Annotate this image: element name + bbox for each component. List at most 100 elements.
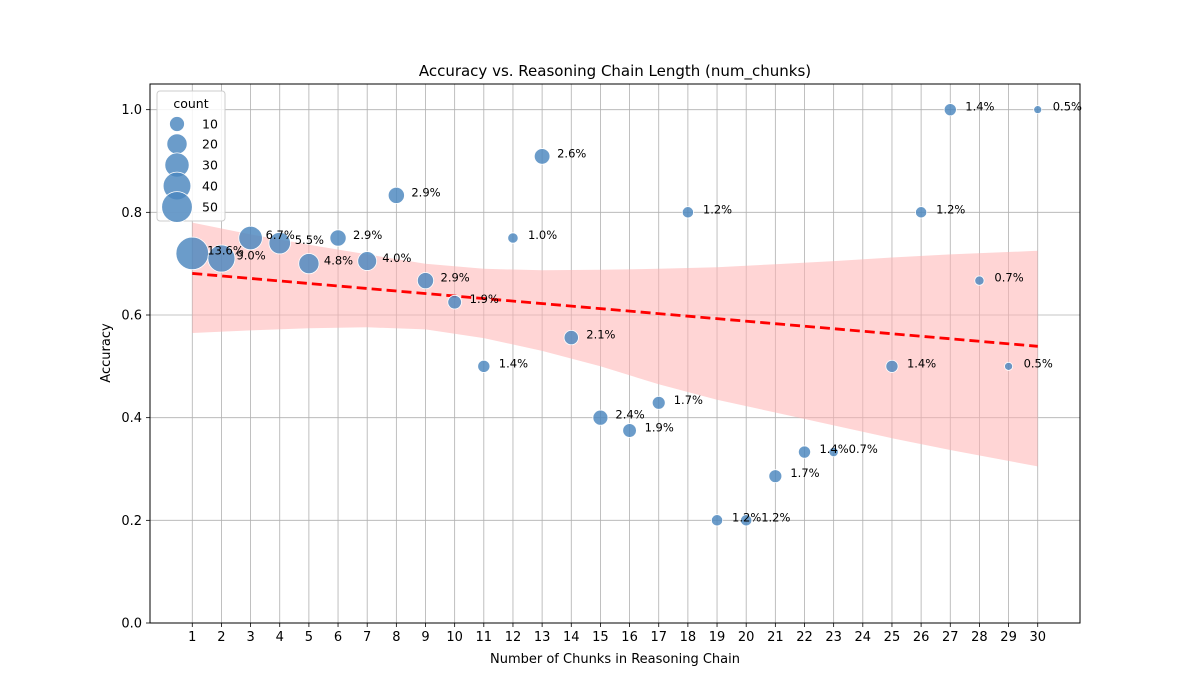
x-tick-label: 14 [563, 630, 580, 645]
legend: count 10 20 30 40 50 [156, 90, 226, 223]
x-tick-label: 12 [505, 630, 522, 645]
data-point [477, 359, 491, 373]
y-tick-label: 0.2 [121, 514, 142, 529]
data-point-label: 2.9% [353, 228, 382, 242]
data-point [207, 244, 236, 273]
data-point [943, 103, 957, 117]
x-axis-ticks: 1 2 3 4 5 6 7 8 9 10 11 12 13 14 15 16 17 18 19 20 21 22 23 24 2… [188, 623, 1046, 645]
data-point [681, 206, 694, 219]
x-tick-label: 23 [825, 630, 842, 645]
data-point [387, 186, 405, 204]
data-point-label: 1.2% [732, 510, 761, 524]
trend-dashed-line [192, 272, 1038, 348]
x-tick-label: 15 [592, 630, 609, 645]
x-tick-label: 8 [392, 630, 400, 645]
data-point-label: 2.9% [441, 271, 470, 285]
data-point [298, 253, 320, 275]
data-point-label: 0.5% [1053, 100, 1082, 114]
legend-entry-label: 20 [202, 137, 218, 152]
data-point [1004, 361, 1014, 371]
x-tick-label: 19 [709, 630, 726, 645]
legend-marker [166, 133, 188, 155]
x-tick-label: 16 [621, 630, 638, 645]
data-point-label: 0.7% [994, 271, 1023, 285]
x-tick-label: 24 [855, 630, 872, 645]
data-point [768, 469, 783, 484]
data-point-label: 6.7% [266, 228, 295, 242]
data-point-label: 1.0% [528, 228, 557, 242]
point-labels: 13.6%9.0%6.7% 5.5%4.8%2.9%4.0%2.9%2.9%1.9… [207, 100, 1082, 525]
x-tick-label: 4 [276, 630, 284, 645]
data-point [416, 272, 435, 290]
data-point-label: 0.7% [849, 442, 878, 456]
legend-marker [169, 116, 185, 132]
data-point [447, 294, 462, 310]
y-tick-label: 1.0 [121, 103, 142, 118]
data-point [357, 251, 378, 271]
data-point-label: 1.7% [674, 393, 703, 407]
data-point-label: 2.9% [411, 185, 440, 199]
x-tick-label: 27 [942, 630, 959, 645]
x-tick-label: 7 [363, 630, 371, 645]
y-tick-label: 0.0 [121, 617, 142, 632]
x-tick-label: 25 [884, 630, 901, 645]
x-tick-label: 30 [1029, 630, 1046, 645]
legend-entry-label: 30 [202, 158, 218, 173]
data-point-label: 1.2% [703, 202, 732, 216]
data-point [651, 395, 666, 410]
confidence-band [192, 222, 1038, 467]
x-tick-label: 21 [767, 630, 784, 645]
x-tick-label: 29 [1000, 630, 1017, 645]
data-point-label: 1.4% [965, 100, 994, 114]
data-point [710, 514, 724, 527]
data-point [974, 275, 985, 286]
y-tick-label: 0.4 [121, 411, 142, 426]
data-point-label: 5.5% [295, 233, 324, 247]
chart-title: Accuracy vs. Reasoning Chain Length (num… [419, 62, 811, 81]
x-tick-label: 5 [305, 630, 313, 645]
x-tick-label: 22 [796, 630, 813, 645]
x-tick-label: 26 [913, 630, 930, 645]
y-axis-ticks: 0.0 0.2 0.4 0.6 0.8 1.0 [121, 103, 150, 632]
data-point [507, 232, 519, 244]
data-point-label: 1.4% [819, 442, 848, 456]
x-tick-label: 10 [446, 630, 463, 645]
x-tick-label: 13 [534, 630, 551, 645]
data-point-label: 2.6% [557, 146, 586, 160]
data-point [592, 409, 609, 426]
legend-entry-label: 50 [202, 200, 218, 215]
data-point-label: 1.2% [936, 202, 965, 216]
data-point-label: 1.9% [470, 292, 499, 306]
data-point [885, 359, 899, 373]
data-point-label: 2.1% [586, 328, 615, 342]
data-point [175, 236, 209, 271]
x-tick-label: 9 [421, 630, 429, 645]
x-axis-label: Number of Chunks in Reasoning Chain [490, 652, 740, 667]
data-point [740, 514, 753, 527]
data-point-label: 4.0% [382, 251, 411, 265]
y-axis-label: Accuracy [99, 323, 114, 383]
legend-title: count [173, 96, 208, 111]
data-point-label: 1.2% [761, 510, 790, 524]
confidence-band-area [192, 222, 1038, 467]
data-point-label: 2.4% [615, 408, 644, 422]
data-point [533, 148, 551, 165]
trend-line [192, 272, 1038, 348]
x-tick-label: 18 [680, 630, 697, 645]
x-tick-label: 11 [476, 630, 493, 645]
x-tick-label: 2 [217, 630, 225, 645]
plot-frame [149, 83, 1081, 624]
data-point-label: 1.9% [645, 421, 674, 435]
data-point-label: 0.5% [1024, 356, 1053, 370]
y-tick-label: 0.6 [121, 309, 142, 324]
data-point [797, 445, 811, 459]
legend-entry-label: 10 [202, 117, 218, 132]
x-tick-label: 28 [971, 630, 988, 645]
legend-entry-label: 40 [202, 179, 218, 194]
legend-marker [161, 191, 193, 223]
data-point [268, 231, 291, 255]
data-point [329, 229, 347, 247]
data-point-label: 9.0% [236, 249, 265, 263]
data-point-label: 1.4% [907, 356, 936, 370]
